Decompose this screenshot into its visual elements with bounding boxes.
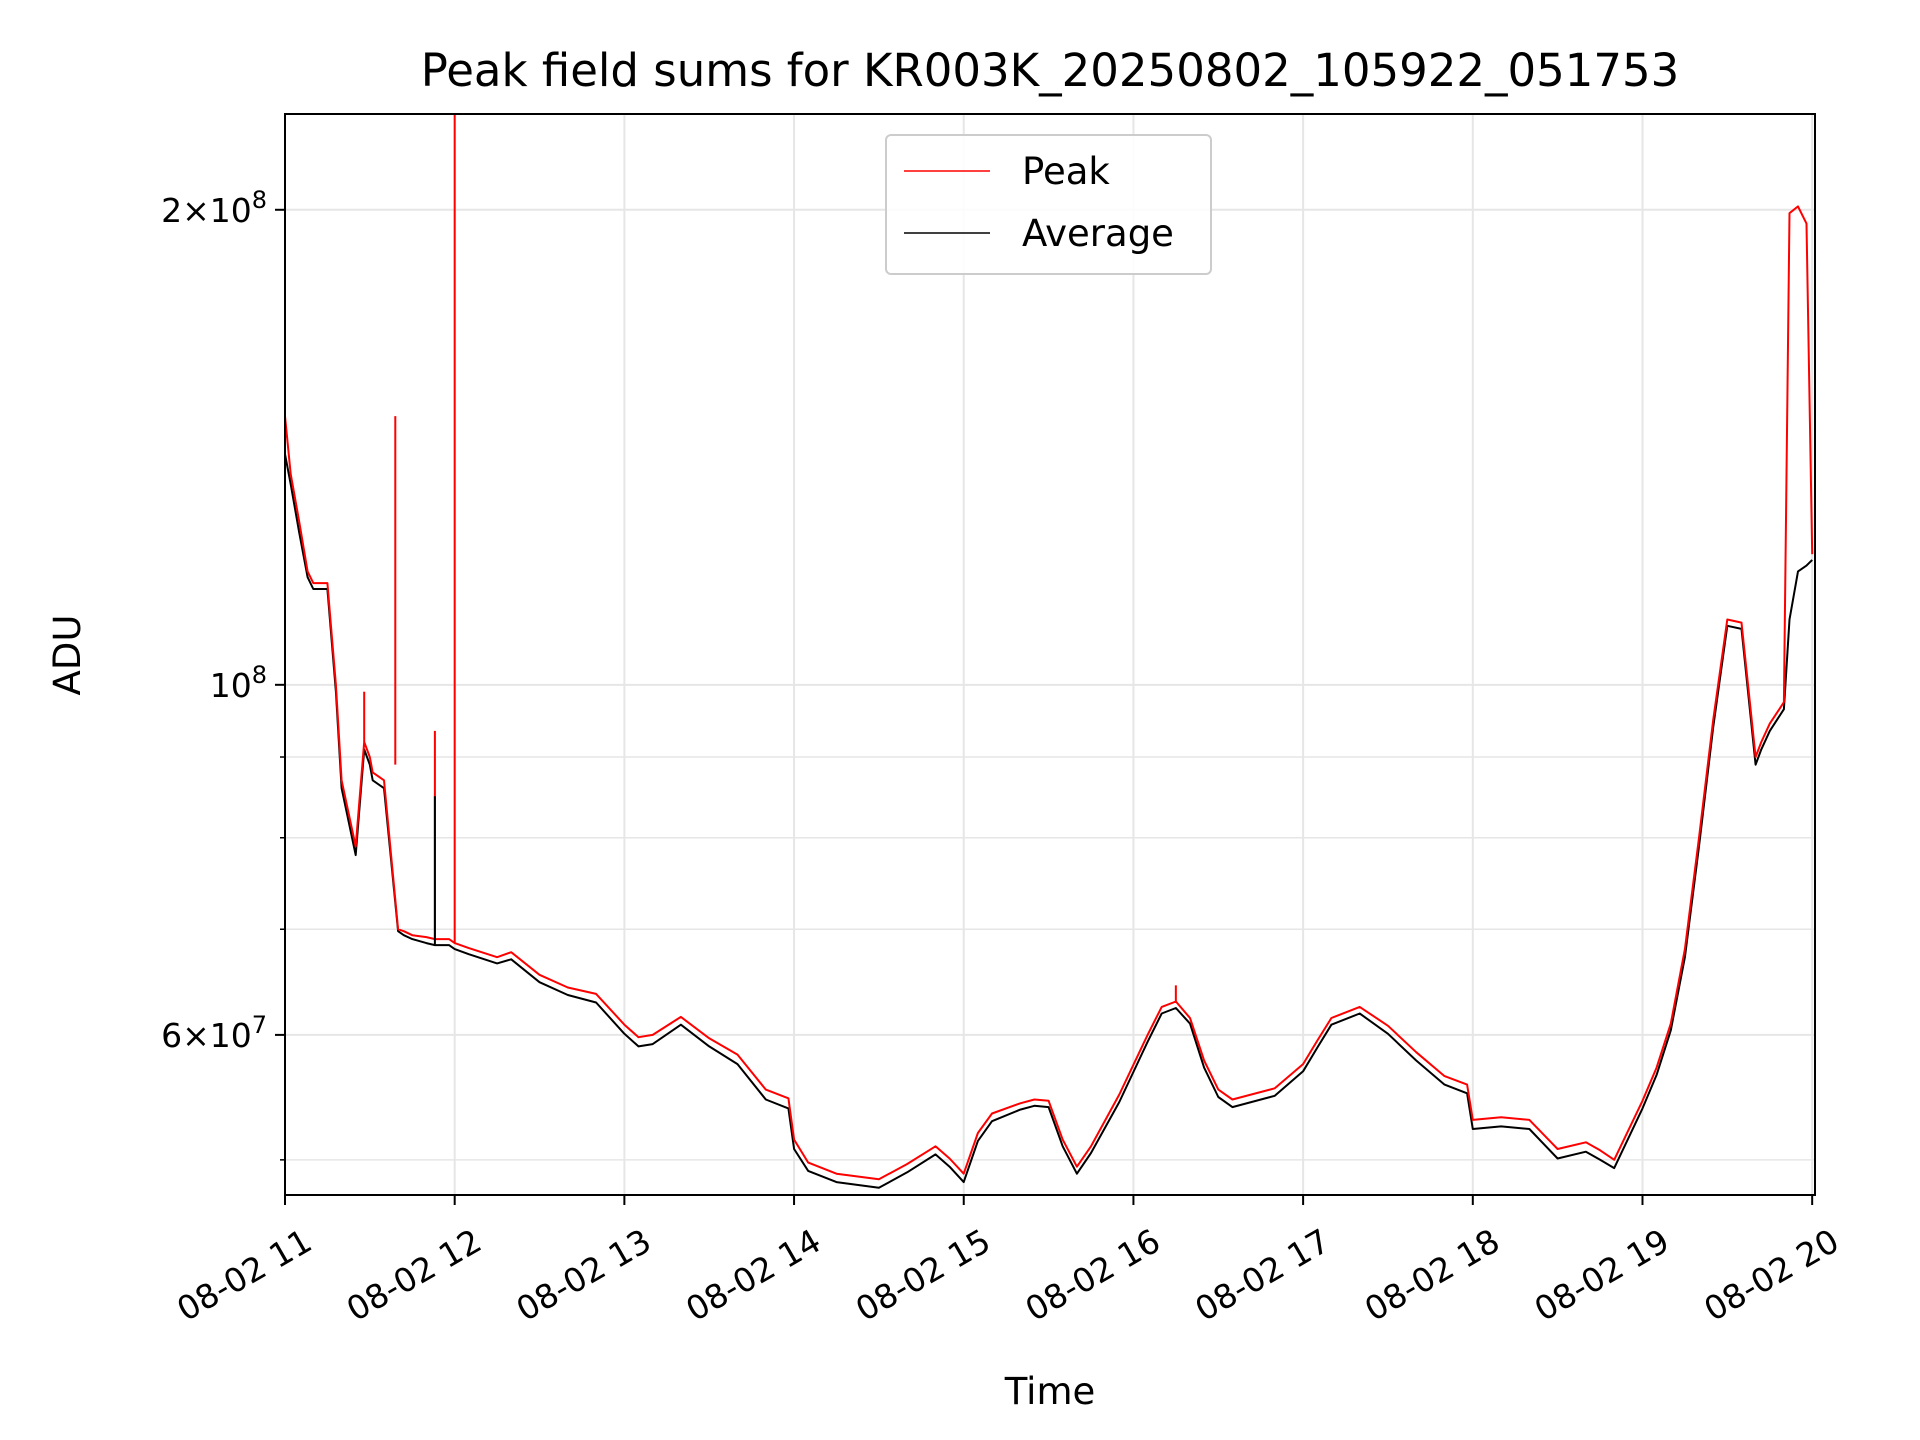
x-axis-label: Time [1004, 1370, 1096, 1413]
grid [284, 114, 1815, 1195]
series-line-peak [284, 205, 1814, 1181]
plot-background [285, 114, 1815, 1195]
legend-average-label: Average [1022, 212, 1174, 255]
legend-peak-label: Peak [1022, 150, 1110, 193]
chart-title: Peak field sums for KR003K_20250802_1059… [421, 44, 1680, 97]
series-line-average [284, 454, 1813, 1189]
y-tick-label: 2×108 [161, 186, 267, 230]
y-axis-label: ADU [46, 615, 89, 696]
y-tick-label: 6×107 [161, 1011, 267, 1055]
legend-box [885, 134, 1212, 275]
plot-frame [284, 113, 1816, 1196]
legend: Peak Average [885, 134, 1212, 275]
y-tick-label: 108 [210, 661, 267, 705]
